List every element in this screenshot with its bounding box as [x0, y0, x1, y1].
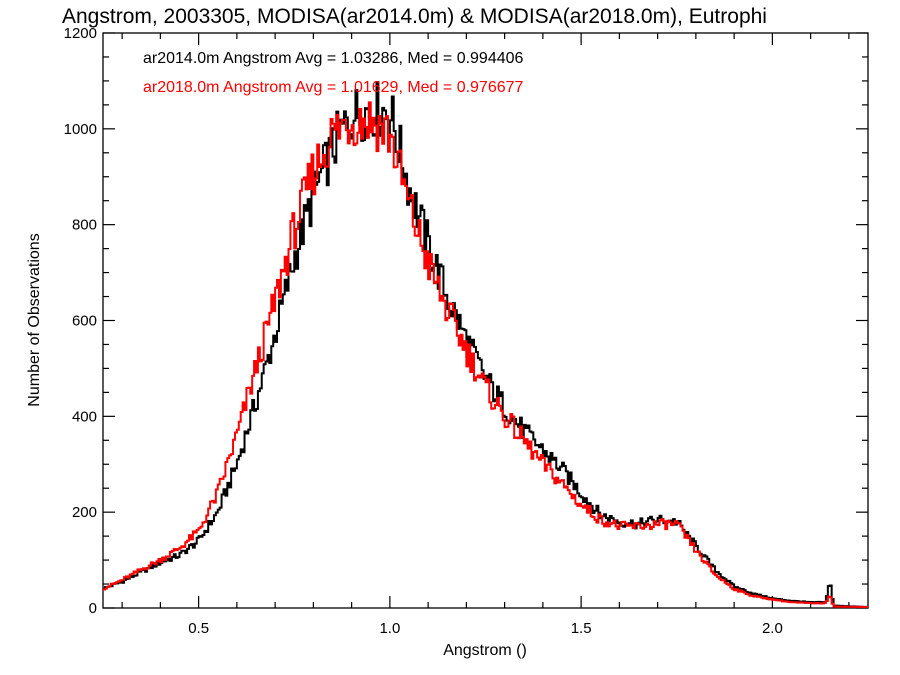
y-tick-label: 1200	[64, 25, 97, 42]
histogram-series	[103, 81, 868, 609]
y-tick-label: 800	[72, 217, 97, 234]
x-tick-label: 0.5	[188, 620, 209, 637]
x-axis-label: Angstrom ()	[443, 642, 527, 659]
y-tick-label: 400	[72, 408, 97, 425]
chart-title: Angstrom, 2003305, MODISA(ar2014.0m) & M…	[62, 5, 767, 28]
x-tick-label: 2.0	[762, 620, 783, 637]
x-tick-labels: 0.5 1.0 1.5 2.0	[188, 620, 783, 637]
series-ar2018-step-line	[103, 101, 868, 609]
axis-ticks	[103, 32, 868, 609]
y-tick-label: 200	[72, 504, 97, 521]
plot-frame	[102, 32, 869, 609]
annotation-ar2018-stats: ar2018.0m Angstrom Avg = 1.01629, Med = …	[143, 79, 524, 96]
y-tick-label: 0	[89, 600, 97, 617]
y-tick-label: 600	[72, 313, 97, 330]
y-tick-labels: 0 200 400 600 800 1000 1200	[64, 25, 97, 617]
series-ar2014-step-line	[103, 81, 868, 609]
x-tick-label: 1.5	[571, 620, 592, 637]
x-tick-label: 1.0	[379, 620, 400, 637]
y-tick-label: 1000	[64, 121, 97, 138]
annotation-ar2014-stats: ar2014.0m Angstrom Avg = 1.03286, Med = …	[143, 50, 524, 67]
y-axis-label: Number of Observations	[26, 233, 43, 406]
